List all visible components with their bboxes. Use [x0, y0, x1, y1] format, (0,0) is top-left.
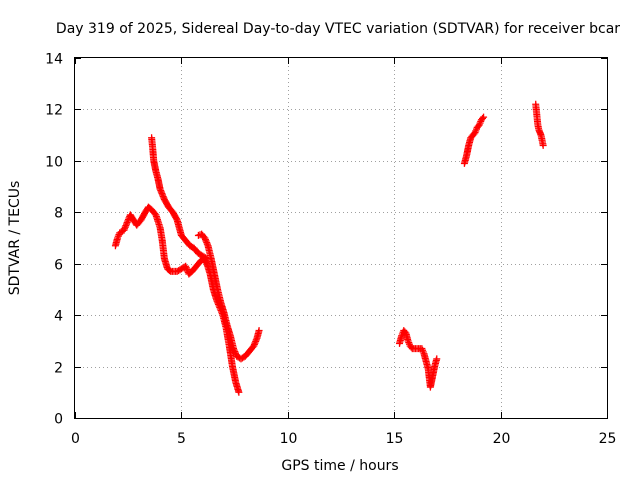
x-tick-label: 10 — [280, 431, 298, 447]
x-axis-label: GPS time / hours — [281, 458, 398, 474]
data-point — [202, 254, 210, 262]
x-tick-label: 15 — [386, 431, 404, 447]
y-tick-label: 0 — [54, 412, 63, 428]
data-point — [433, 355, 441, 363]
y-tick-label: 14 — [45, 52, 63, 68]
x-tick-label: 0 — [71, 431, 80, 447]
y-tick-label: 4 — [54, 309, 63, 325]
data-points — [111, 100, 547, 396]
y-axis-label: SDTVAR / TECUs — [7, 181, 23, 296]
data-point — [539, 141, 547, 149]
chart-title: Day 319 of 2025, Sidereal Day-to-day VTE… — [56, 21, 620, 37]
axis-ticks: 0 5 10 15 20 25 0 2 4 6 8 10 12 14 — [45, 52, 616, 448]
y-tick-label: 12 — [45, 103, 63, 119]
y-tick-label: 6 — [54, 258, 63, 274]
x-tick-label: 25 — [599, 431, 617, 447]
data-point — [255, 327, 263, 335]
grid-lines — [75, 58, 607, 418]
plot-frame — [74, 57, 608, 419]
x-tick-label: 20 — [493, 431, 511, 447]
y-tick-label: 8 — [54, 206, 63, 222]
x-tick-label: 5 — [177, 431, 186, 447]
data-point — [480, 113, 488, 121]
data-point — [479, 114, 487, 122]
y-tick-label: 2 — [54, 361, 63, 377]
data-point — [235, 388, 243, 396]
y-tick-label: 10 — [45, 155, 63, 171]
